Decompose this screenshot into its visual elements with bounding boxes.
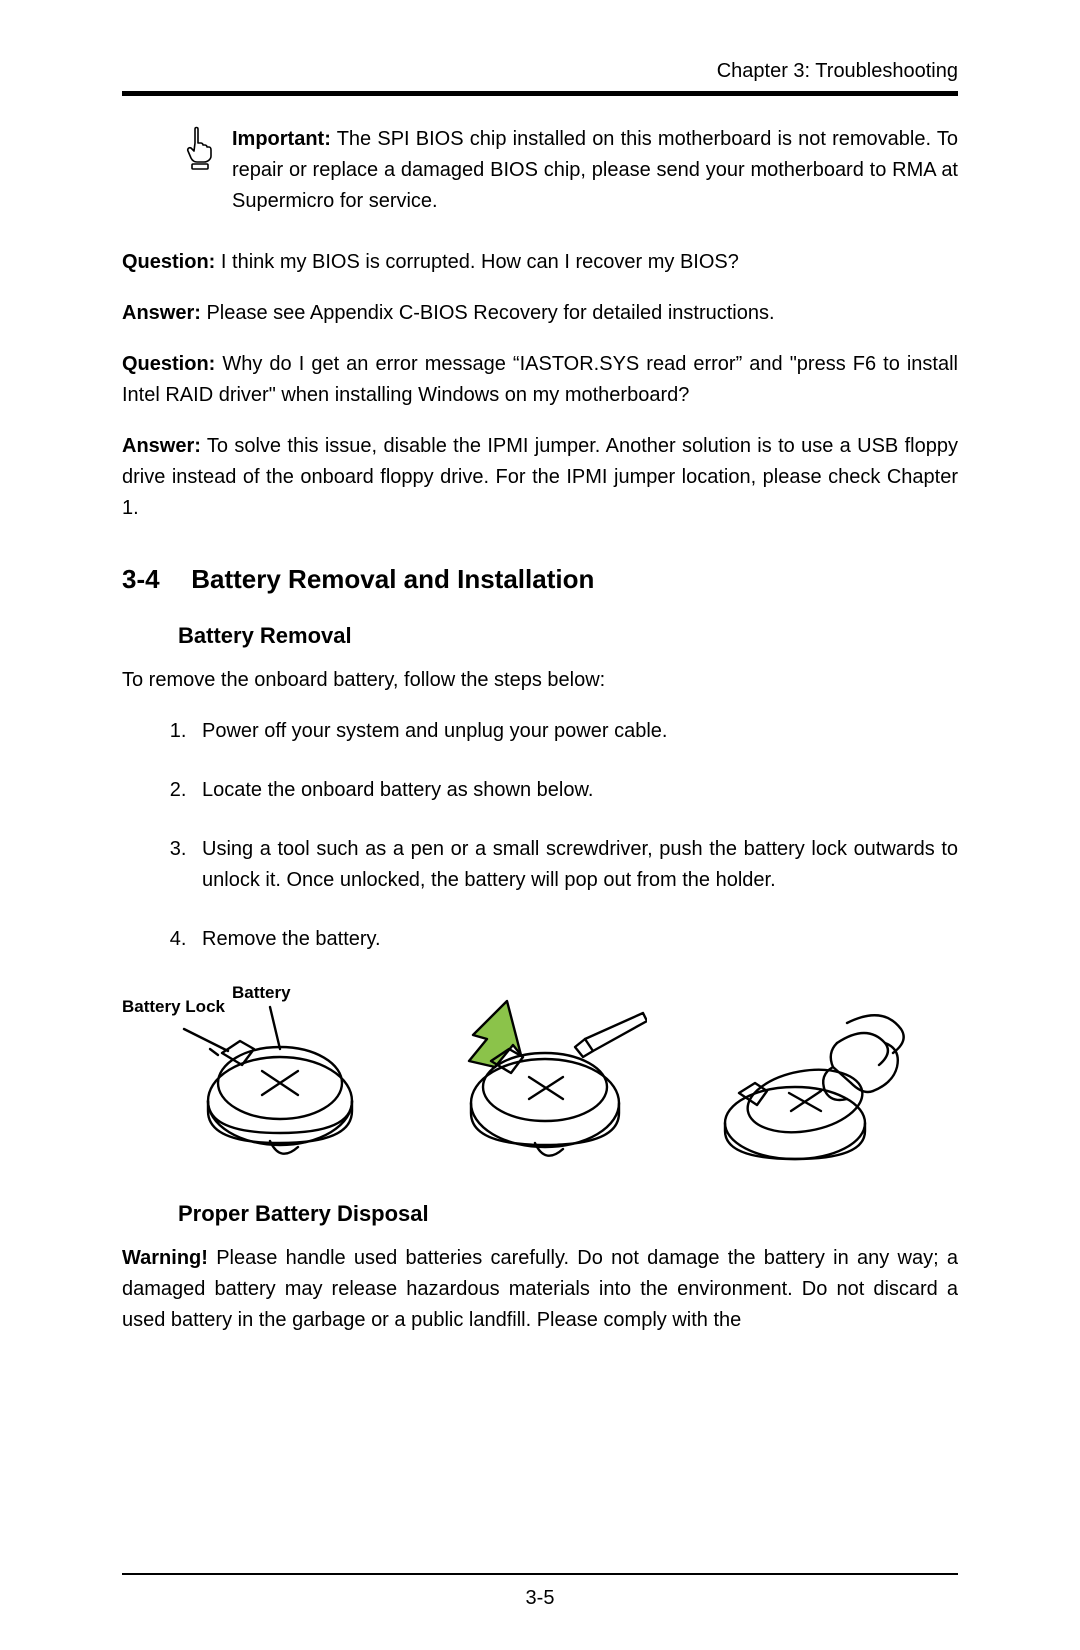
qa-answer-1: Answer: Please see Appendix C-BIOS Recov… (122, 298, 958, 329)
step-item: Power off your system and unplug your po… (192, 716, 958, 747)
important-body: The SPI BIOS chip installed on this moth… (232, 128, 958, 212)
qa-q-label: Question: (122, 251, 215, 273)
diagram-3 (687, 983, 917, 1178)
qa-q-label: Question: (122, 353, 215, 375)
warning-label: Warning! (122, 1247, 208, 1269)
subsection-1-title: Battery Removal (178, 623, 958, 649)
battery-lock-label: Battery Lock (122, 997, 225, 1017)
qa-a-text: Please see Appendix C-BIOS Recovery for … (206, 302, 774, 324)
qa-a-label: Answer: (122, 435, 201, 457)
battery-removal-steps: Power off your system and unplug your po… (122, 716, 958, 955)
section-heading: 3-4 Battery Removal and Installation (122, 564, 958, 595)
pointing-hand-icon (182, 126, 216, 175)
important-note: Important: The SPI BIOS chip installed o… (182, 124, 958, 217)
qa-q-text: I think my BIOS is corrupted. How can I … (221, 251, 739, 273)
step-item: Remove the battery. (192, 924, 958, 955)
important-label: Important: (232, 128, 331, 150)
chapter-header: Chapter 3: Troubleshooting (122, 60, 958, 83)
diagram-2 (417, 983, 647, 1178)
qa-a-text: To solve this issue, disable the IPMI ju… (122, 435, 958, 519)
qa-answer-2: Answer: To solve this issue, disable the… (122, 431, 958, 524)
footer-rule (122, 1573, 958, 1575)
diagram-1: Battery Lock Battery (122, 983, 377, 1178)
header-rule (122, 91, 958, 96)
warning-text: Please handle used batteries carefully. … (122, 1247, 958, 1331)
battery-diagram-row: Battery Lock Battery (122, 983, 958, 1173)
battery-label: Battery (232, 983, 291, 1003)
qa-question-1: Question: I think my BIOS is corrupted. … (122, 247, 958, 278)
section-title: Battery Removal and Installation (191, 564, 594, 594)
section-number: 3-4 (122, 564, 184, 595)
page-number: 3-5 (122, 1587, 958, 1610)
qa-a-label: Answer: (122, 302, 201, 324)
qa-question-2: Question: Why do I get an error message … (122, 349, 958, 411)
subsection-2-title: Proper Battery Disposal (178, 1201, 958, 1227)
important-text: Important: The SPI BIOS chip installed o… (232, 124, 958, 217)
step-item: Locate the onboard battery as shown belo… (192, 775, 958, 806)
qa-q-text: Why do I get an error message “IASTOR.SY… (122, 353, 958, 406)
step-item: Using a tool such as a pen or a small sc… (192, 834, 958, 896)
page-footer: 3-5 (122, 1543, 958, 1610)
warning-paragraph: Warning! Please handle used batteries ca… (122, 1243, 958, 1336)
subsection-1-intro: To remove the onboard battery, follow th… (122, 665, 958, 696)
